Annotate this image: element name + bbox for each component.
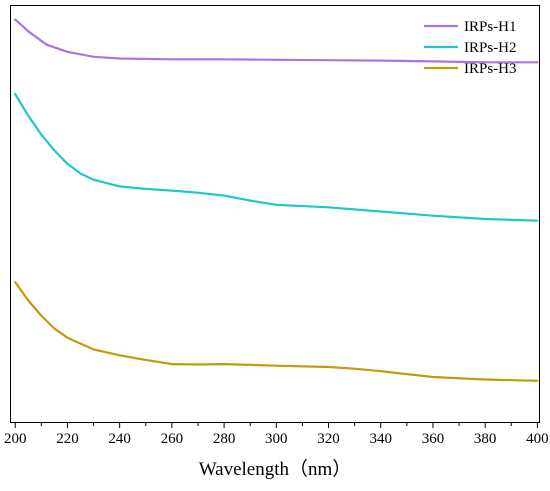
series-line-irps-h2 [14,92,539,222]
x-tick-label-400: 400 [526,431,549,447]
x-tick-label-240: 240 [108,431,131,447]
plot-frame [10,5,540,423]
x-tick-label-220: 220 [56,431,79,447]
x-tick-label-260: 260 [161,431,184,447]
series-layer [14,18,539,382]
legend: IRPs-H1 IRPs-H2 IRPs-H3 [424,19,517,77]
x-tick-label-200: 200 [4,431,27,447]
x-tick-label-280: 280 [213,431,236,447]
legend-label-irps-h2: IRPs-H2 [464,40,517,56]
x-tick-label-340: 340 [369,431,392,447]
x-tick-label-380: 380 [474,431,497,447]
legend-label-irps-h3: IRPs-H3 [464,61,517,77]
legend-label-irps-h1: IRPs-H1 [464,19,517,35]
x-tick-label-360: 360 [422,431,445,447]
x-axis: 200 220 240 260 280 300 320 340 360 380 400 [4,423,549,447]
x-tick-label-300: 300 [265,431,288,447]
x-axis-label: Wavelength（nm） [199,458,352,480]
x-tick-label-320: 320 [317,431,340,447]
series-line-irps-h3 [14,281,539,382]
series-line-irps-h1 [14,18,539,64]
